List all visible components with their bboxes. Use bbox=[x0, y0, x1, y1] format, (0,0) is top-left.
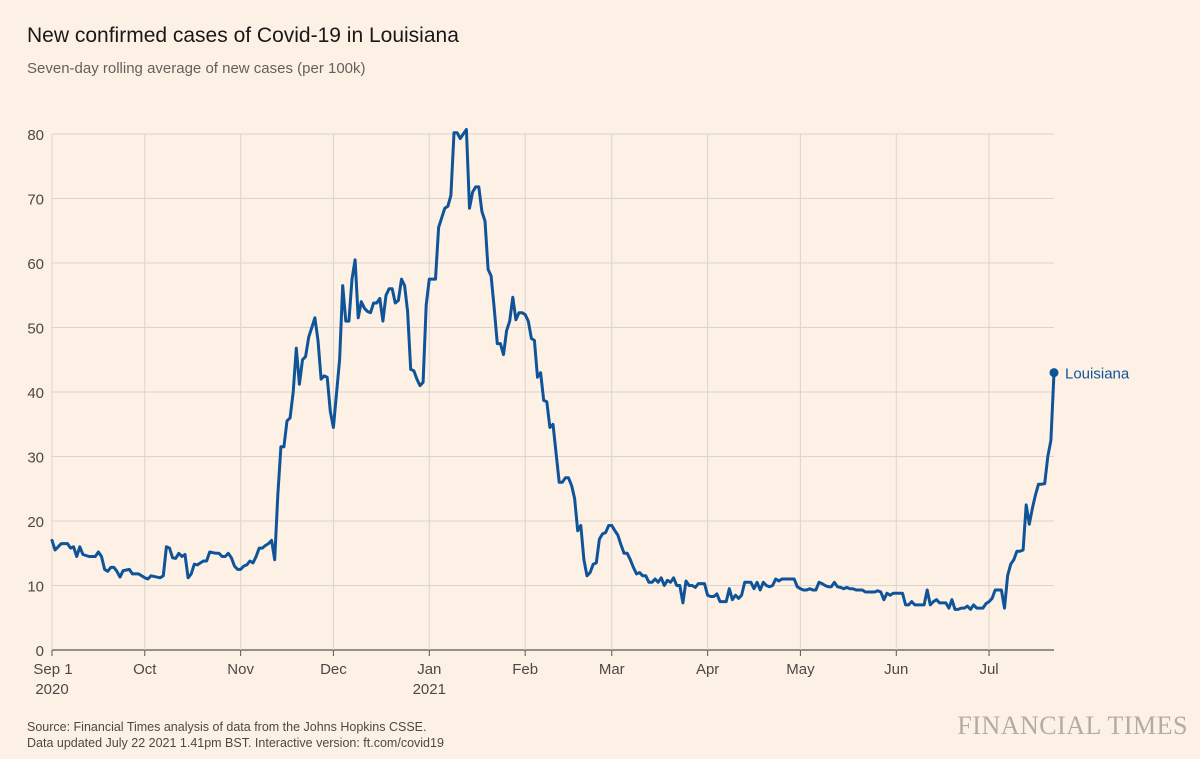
x-tick-label: Apr bbox=[696, 661, 719, 678]
axes: 0 10 20 30 40 50 60 70 80 Sep 1 2020 Oct Nov Dec Jan 20… bbox=[27, 127, 998, 698]
x-tick-year-label: 2021 bbox=[413, 681, 446, 698]
update-line: Data updated July 22 2021 1.41pm BST. In… bbox=[27, 736, 444, 750]
x-tick-label: Nov bbox=[227, 661, 254, 678]
x-tick-label: Jul bbox=[979, 661, 998, 678]
series-layer: Louisiana bbox=[50, 128, 1130, 611]
gridlines bbox=[51, 133, 1054, 651]
series-label: Louisiana bbox=[1065, 366, 1130, 383]
x-tick-label: Oct bbox=[133, 661, 157, 678]
chart-subtitle: Seven-day rolling average of new cases (… bbox=[27, 60, 366, 77]
x-tick-year-label: 2020 bbox=[35, 681, 68, 698]
ft-logo: FINANCIAL TIMES bbox=[957, 711, 1188, 740]
series-end-point bbox=[1049, 368, 1059, 378]
y-tick-label: 30 bbox=[27, 450, 44, 467]
source-line: Source: Financial Times analysis of data… bbox=[27, 720, 427, 734]
y-tick-label: 50 bbox=[27, 321, 44, 338]
x-tick-label: May bbox=[786, 661, 815, 678]
y-tick-label: 60 bbox=[27, 256, 44, 273]
x-tick-label: Jan bbox=[417, 661, 441, 678]
source-note: Source: Financial Times analysis of data… bbox=[27, 719, 444, 751]
x-tick-label: Feb bbox=[512, 661, 538, 678]
y-tick-label: 40 bbox=[27, 385, 44, 402]
y-tick-label: 10 bbox=[27, 579, 44, 596]
x-tick-label: Mar bbox=[599, 661, 625, 678]
x-tick-label: Sep 1 bbox=[33, 661, 72, 678]
x-tick-label: Dec bbox=[320, 661, 347, 678]
y-tick-label: 20 bbox=[27, 514, 44, 531]
x-tick-label: Jun bbox=[884, 661, 908, 678]
chart-title: New confirmed cases of Covid-19 in Louis… bbox=[27, 24, 459, 47]
series-line-louisiana bbox=[50, 128, 1056, 611]
y-tick-label: 80 bbox=[27, 127, 44, 144]
y-tick-label: 0 bbox=[36, 643, 44, 660]
y-tick-label: 70 bbox=[27, 192, 44, 209]
